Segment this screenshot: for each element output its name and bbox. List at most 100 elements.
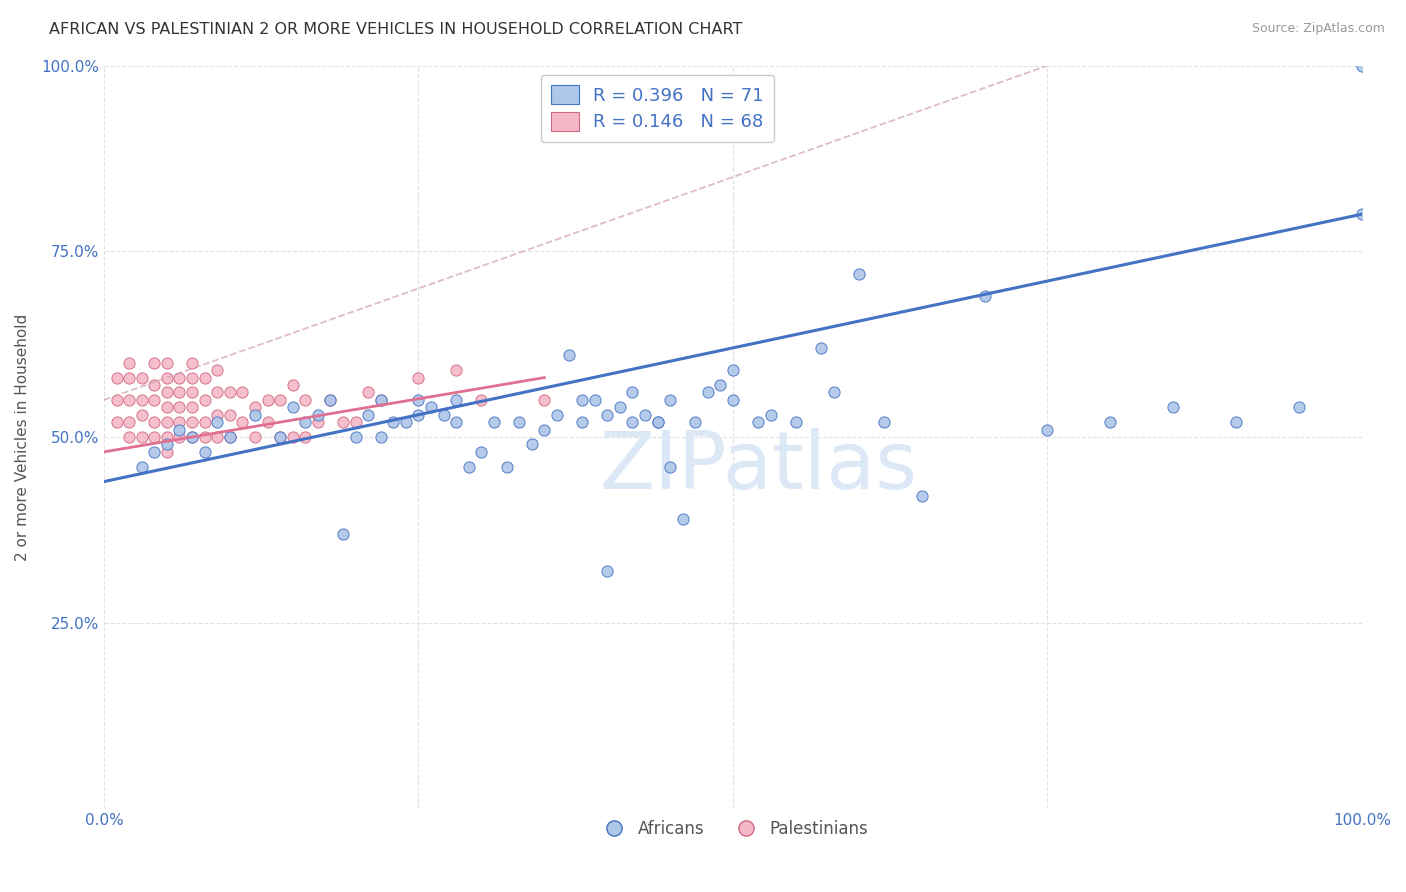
Point xyxy=(194,370,217,384)
Point xyxy=(395,415,418,429)
Point xyxy=(256,392,278,407)
Point xyxy=(319,392,342,407)
Text: Source: ZipAtlas.com: Source: ZipAtlas.com xyxy=(1251,22,1385,36)
Point xyxy=(181,370,204,384)
Point xyxy=(621,385,644,400)
Point xyxy=(205,408,228,422)
Point xyxy=(533,392,555,407)
Point xyxy=(143,392,166,407)
Point xyxy=(596,564,619,578)
Point xyxy=(156,385,179,400)
Point xyxy=(118,370,141,384)
Point xyxy=(571,392,593,407)
Point xyxy=(181,415,204,429)
Point xyxy=(169,370,191,384)
Text: ZIPatlas: ZIPatlas xyxy=(599,428,917,506)
Point xyxy=(105,415,128,429)
Point xyxy=(143,378,166,392)
Point xyxy=(470,392,492,407)
Point xyxy=(823,385,845,400)
Point xyxy=(194,430,217,444)
Point xyxy=(747,415,769,429)
Point xyxy=(181,430,204,444)
Point xyxy=(105,370,128,384)
Point xyxy=(408,370,430,384)
Point xyxy=(194,392,217,407)
Point xyxy=(596,408,619,422)
Point xyxy=(194,445,217,459)
Point xyxy=(659,392,682,407)
Point xyxy=(231,385,253,400)
Point xyxy=(408,392,430,407)
Point xyxy=(1225,415,1247,429)
Point xyxy=(131,370,153,384)
Point xyxy=(332,526,354,541)
Point xyxy=(156,401,179,415)
Point xyxy=(721,392,744,407)
Point xyxy=(709,378,731,392)
Point xyxy=(181,430,204,444)
Point xyxy=(444,415,467,429)
Point xyxy=(1351,207,1374,221)
Point xyxy=(508,415,530,429)
Point xyxy=(218,408,240,422)
Point xyxy=(683,415,706,429)
Point xyxy=(911,490,934,504)
Point xyxy=(269,430,291,444)
Point xyxy=(156,445,179,459)
Point xyxy=(156,437,179,451)
Point xyxy=(205,430,228,444)
Point xyxy=(583,392,606,407)
Point xyxy=(672,512,695,526)
Point xyxy=(721,363,744,377)
Point xyxy=(659,459,682,474)
Point xyxy=(131,430,153,444)
Point xyxy=(533,423,555,437)
Point xyxy=(634,408,657,422)
Point xyxy=(609,401,631,415)
Point xyxy=(281,378,304,392)
Point xyxy=(294,392,316,407)
Point xyxy=(118,430,141,444)
Point xyxy=(143,430,166,444)
Point xyxy=(205,415,228,429)
Point xyxy=(647,415,669,429)
Point xyxy=(444,363,467,377)
Point xyxy=(370,430,392,444)
Point xyxy=(444,392,467,407)
Point xyxy=(382,415,405,429)
Point xyxy=(156,415,179,429)
Point xyxy=(181,385,204,400)
Point xyxy=(131,392,153,407)
Point xyxy=(1099,415,1122,429)
Point xyxy=(344,415,367,429)
Point xyxy=(571,415,593,429)
Point xyxy=(319,392,342,407)
Point xyxy=(848,267,870,281)
Point xyxy=(520,437,543,451)
Point xyxy=(696,385,718,400)
Point xyxy=(294,430,316,444)
Point xyxy=(546,408,568,422)
Point xyxy=(332,415,354,429)
Y-axis label: 2 or more Vehicles in Household: 2 or more Vehicles in Household xyxy=(15,313,30,561)
Point xyxy=(131,408,153,422)
Point xyxy=(621,415,644,429)
Point xyxy=(194,415,217,429)
Point xyxy=(205,385,228,400)
Point xyxy=(205,363,228,377)
Point xyxy=(169,385,191,400)
Text: AFRICAN VS PALESTINIAN 2 OR MORE VEHICLES IN HOUSEHOLD CORRELATION CHART: AFRICAN VS PALESTINIAN 2 OR MORE VEHICLE… xyxy=(49,22,742,37)
Point xyxy=(495,459,517,474)
Point xyxy=(307,408,329,422)
Point xyxy=(357,408,380,422)
Point xyxy=(973,289,995,303)
Point xyxy=(873,415,896,429)
Point xyxy=(156,356,179,370)
Point xyxy=(243,408,266,422)
Point xyxy=(169,423,191,437)
Point xyxy=(457,459,479,474)
Point xyxy=(408,408,430,422)
Point xyxy=(118,415,141,429)
Point xyxy=(357,385,380,400)
